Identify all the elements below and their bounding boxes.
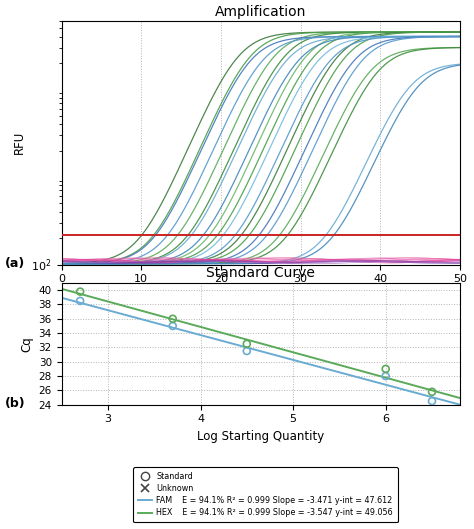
Y-axis label: RFU: RFU	[13, 131, 26, 154]
Point	[76, 287, 84, 296]
Y-axis label: Cq: Cq	[20, 336, 33, 352]
Title: Amplification: Amplification	[215, 5, 306, 19]
Point	[76, 297, 84, 305]
Point	[382, 364, 390, 373]
Point	[169, 315, 176, 323]
Title: Standard Curve: Standard Curve	[206, 267, 315, 280]
Point	[243, 340, 251, 348]
Text: (b): (b)	[5, 397, 26, 411]
Point	[382, 372, 390, 380]
X-axis label: Cycles: Cycles	[242, 290, 280, 303]
Point	[428, 388, 436, 396]
Text: (a): (a)	[5, 257, 25, 270]
Point	[169, 322, 176, 330]
Point	[428, 397, 436, 405]
Legend: Standard, Unknown, FAM    E = 94.1% R² = 0.999 Slope = -3.471 y-int = 47.612, HE: Standard, Unknown, FAM E = 94.1% R² = 0.…	[133, 467, 398, 522]
X-axis label: Log Starting Quantity: Log Starting Quantity	[197, 430, 324, 443]
Point	[243, 347, 251, 355]
